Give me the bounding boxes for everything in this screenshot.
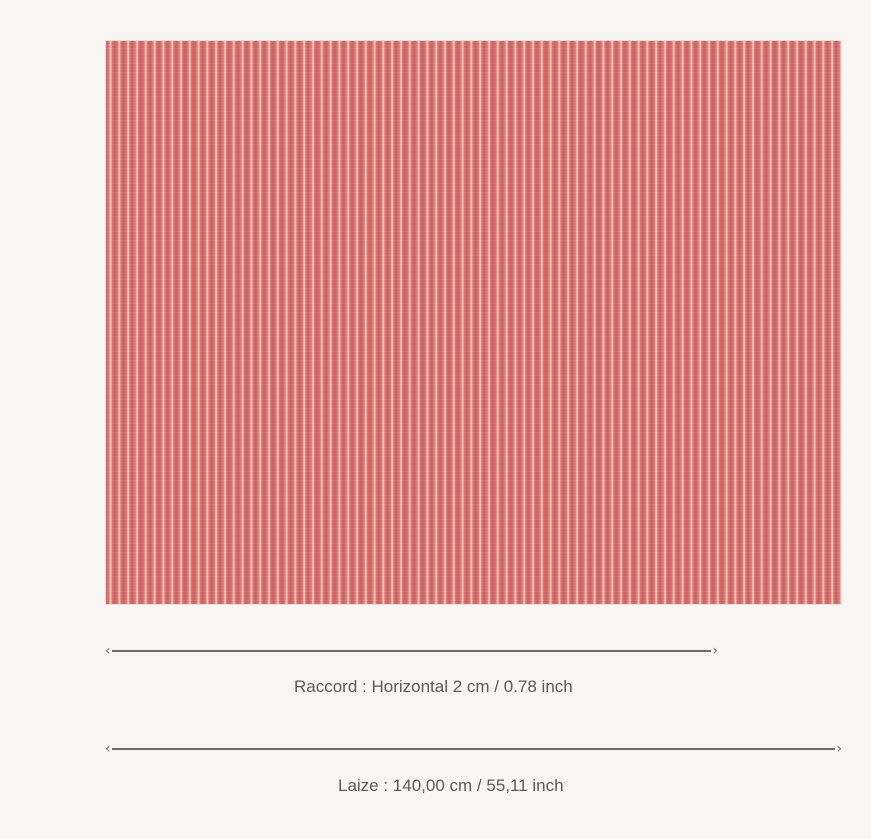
left-arrow-icon: ‹: [105, 741, 111, 757]
width-measure-line: ‹ ›: [105, 741, 842, 757]
width-measure-bar: [112, 748, 835, 750]
repeat-caption: Raccord : Horizontal 2 cm / 0.78 inch: [294, 677, 573, 696]
width-caption: Laize : 140,00 cm / 55,11 inch: [338, 776, 564, 795]
right-arrow-icon: ›: [712, 643, 718, 659]
fabric-swatch-image: [106, 41, 841, 604]
repeat-measure-line: ‹ ›: [105, 643, 718, 659]
left-arrow-icon: ‹: [105, 643, 111, 659]
repeat-measure-bar: [112, 650, 711, 652]
right-arrow-icon: ›: [836, 741, 842, 757]
